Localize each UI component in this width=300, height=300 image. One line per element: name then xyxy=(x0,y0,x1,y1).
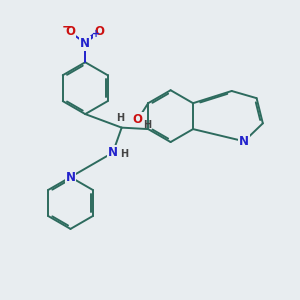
Text: H: H xyxy=(143,120,152,130)
Text: N: N xyxy=(65,171,76,184)
Text: O: O xyxy=(65,26,75,38)
Text: N: N xyxy=(108,146,118,159)
Text: O: O xyxy=(133,113,143,126)
Text: +: + xyxy=(92,28,100,39)
Text: H: H xyxy=(116,113,124,123)
Text: N: N xyxy=(80,37,90,50)
Text: −: − xyxy=(62,20,72,34)
Text: H: H xyxy=(120,149,128,159)
Text: N: N xyxy=(239,135,249,148)
Text: O: O xyxy=(94,26,104,38)
